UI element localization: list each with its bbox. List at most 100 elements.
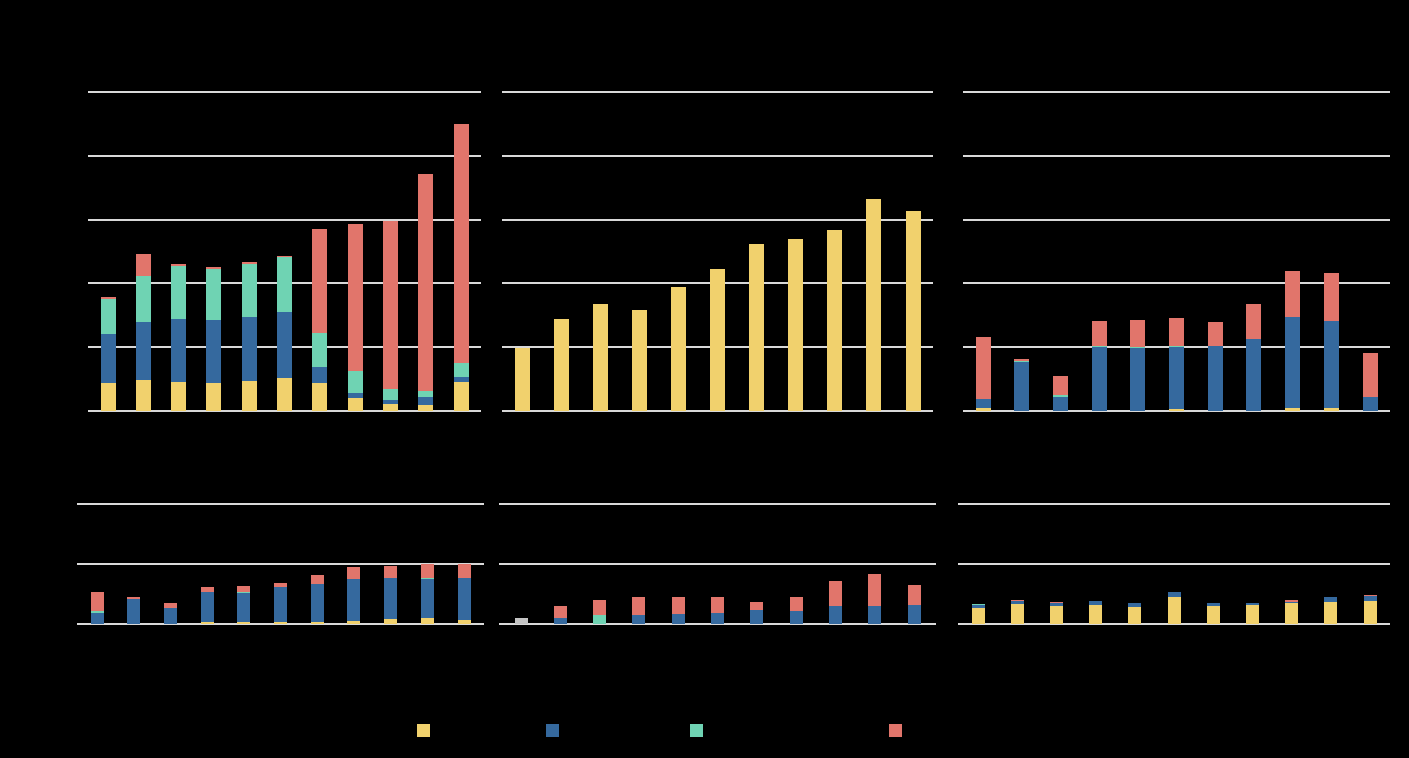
gridline <box>958 623 1390 625</box>
bar-bot-mid-7 <box>750 504 764 624</box>
bar-top-mid-1 <box>514 92 530 411</box>
bar-top-left-7 <box>312 92 328 411</box>
bar-top-left-5 <box>241 92 257 411</box>
bar-segment-yellow <box>905 210 921 411</box>
gridline <box>958 563 1390 565</box>
bar-segment-red <box>453 123 469 364</box>
bar-segment-blue <box>671 613 685 624</box>
bar-segment-yellow <box>420 618 434 624</box>
bar-top-right-5 <box>1130 92 1146 411</box>
subplot-bottom-right <box>958 503 1390 625</box>
bar-top-right-7 <box>1207 92 1223 411</box>
bar-segment-yellow <box>1169 409 1184 411</box>
bar-segment-blue <box>1363 596 1377 602</box>
bar-segment-red <box>382 220 398 390</box>
legend-swatch-yellow <box>417 724 430 737</box>
bar-segment-blue <box>1285 601 1299 603</box>
bar-segment-blue <box>457 577 471 620</box>
bar-segment-teal <box>418 391 434 397</box>
bar-segment-red <box>1052 375 1068 396</box>
bar-segment-blue <box>90 613 104 624</box>
bar-segment-yellow <box>866 198 882 411</box>
gridline <box>88 154 481 157</box>
gridline <box>963 91 1390 93</box>
bar-bot-left-3 <box>163 504 177 624</box>
gridline <box>88 218 481 221</box>
bar-segment-teal <box>1091 345 1107 348</box>
bar-segment-yellow <box>1285 603 1299 624</box>
subplot-bottom-middle <box>499 503 936 625</box>
bar-segment-blue <box>384 578 398 620</box>
bar-segment-yellow <box>1049 606 1063 624</box>
bar-segment-teal <box>312 333 328 367</box>
bar-segment-red <box>277 256 292 258</box>
bar-segment-yellow <box>1010 604 1024 624</box>
bar-segment-red <box>711 597 724 614</box>
gridline <box>502 410 933 412</box>
bar-bot-left-9 <box>384 504 398 624</box>
legend-swatch-blue <box>546 724 559 737</box>
bar-bot-right-4 <box>1089 504 1103 624</box>
bar-top-mid-11 <box>905 92 921 411</box>
bar-segment-blue <box>1091 347 1107 411</box>
gridline <box>77 563 484 565</box>
subplot-top-middle <box>502 91 933 412</box>
gridline <box>499 503 936 505</box>
bar-segment-red <box>975 337 991 399</box>
bar-segment-red <box>312 229 328 334</box>
bar-top-mid-2 <box>553 92 569 411</box>
bar-segment-red <box>1091 321 1107 346</box>
legend-swatch-teal <box>690 724 703 737</box>
bar-top-right-4 <box>1091 92 1107 411</box>
bar-segment-blue <box>1206 603 1220 606</box>
bar-segment-yellow <box>1245 604 1259 624</box>
bar-top-mid-4 <box>631 92 647 411</box>
bar-segment-teal <box>1130 347 1146 349</box>
gridline <box>963 410 1390 412</box>
bar-segment-blue <box>1049 603 1063 606</box>
bar-segment-yellow <box>135 380 151 411</box>
bar-bot-right-6 <box>1167 504 1181 624</box>
bar-segment-blue <box>163 607 177 624</box>
bar-segment-blue <box>1245 603 1259 605</box>
bar-segment-blue <box>750 610 764 624</box>
bar-segment-teal <box>453 363 469 378</box>
bar-segment-teal <box>1169 345 1184 348</box>
bar-segment-blue <box>310 584 324 623</box>
bar-segment-teal <box>135 275 151 323</box>
bar-segment-blue <box>1128 603 1142 608</box>
bar-top-mid-6 <box>710 92 725 411</box>
bar-bot-mid-1 <box>514 504 528 624</box>
bar-segment-yellow <box>347 398 363 411</box>
bar-segment-yellow <box>827 229 843 411</box>
bar-segment-teal <box>1014 361 1030 362</box>
bar-segment-yellow <box>670 286 686 411</box>
bar-segment-blue <box>382 400 398 404</box>
bar-segment-teal <box>90 611 104 614</box>
bar-segment-blue <box>1246 338 1262 411</box>
gridline <box>963 282 1390 285</box>
bar-segment-blue <box>200 592 214 623</box>
bar-segment-red <box>868 574 882 606</box>
bar-segment-yellow <box>1363 601 1377 624</box>
bar-bot-right-10 <box>1324 504 1338 624</box>
bar-top-mid-8 <box>788 92 804 411</box>
bar-segment-blue <box>1362 396 1378 411</box>
bar-bot-left-4 <box>200 504 214 624</box>
bar-bot-right-1 <box>971 504 985 624</box>
bar-segment-blue <box>1324 597 1338 602</box>
bar-segment-red <box>347 567 361 579</box>
bar-segment-red <box>206 267 222 270</box>
bar-segment-blue <box>789 610 803 624</box>
bar-segment-blue <box>1323 321 1339 408</box>
bar-segment-blue <box>553 618 567 624</box>
bar-segment-teal <box>347 371 363 393</box>
bar-segment-red <box>90 592 104 612</box>
bar-segment-blue <box>907 604 921 624</box>
bar-segment-blue <box>274 587 287 623</box>
bar-segment-red <box>163 603 177 608</box>
bar-segment-teal <box>237 592 251 594</box>
bar-segment-red <box>1363 595 1377 597</box>
bar-segment-yellow <box>171 382 187 411</box>
